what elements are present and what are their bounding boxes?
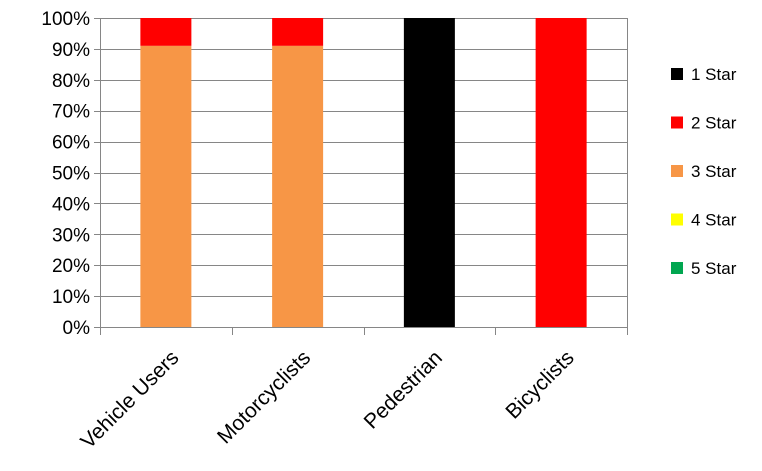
y-tick-labels: 0% 10% 20% 30% 40% 50% 60% 70% 80% 90% 100% [41,9,90,339]
y-tick-label: 30% [52,225,90,246]
legend-label-2-star: 2 Star [691,114,737,133]
y-tick-label: 0% [63,318,91,339]
y-tick-label: 50% [52,164,90,185]
legend: 1 Star 2 Star 3 Star 4 Star 5 Star [671,65,737,278]
y-tick-label: 40% [52,194,90,215]
bar-motorcyclists-3-star [272,45,324,328]
axes [94,18,628,335]
legend-label-3-star: 3 Star [691,162,737,181]
bar-pedestrian-1-star [403,18,455,327]
category-label-motorcyclists: Motorcyclists [213,346,315,448]
y-tick-label: 90% [52,40,90,61]
legend-swatch-2-star [671,116,683,129]
bar-bicyclists-2-star [535,18,587,327]
legend-label-4-star: 4 Star [691,211,737,230]
category-label-bicyclists: Bicyclists [501,346,578,423]
bars [140,18,587,328]
legend-swatch-4-star [671,213,683,226]
y-tick-label: 60% [52,133,90,154]
bar-motorcyclists-2-star [272,18,324,46]
y-tick-label: 80% [52,71,90,92]
legend-label-1-star: 1 Star [691,65,737,84]
y-tick-label: 20% [52,256,90,277]
legend-swatch-3-star [671,165,683,177]
x-category-labels: Vehicle Users Motorcyclists Pedestrian Bicy… [76,346,578,453]
category-label-vehicle-users: Vehicle Users [76,346,183,453]
legend-label-5-star: 5 Star [691,259,737,278]
legend-swatch-1-star [671,68,683,80]
legend-swatch-5-star [671,262,683,274]
y-tick-label: 10% [52,287,90,308]
category-label-pedestrian: Pedestrian [360,346,447,433]
bar-vehicle-users-3-star [140,45,192,328]
y-tick-label: 70% [52,102,90,123]
y-tick-label: 100% [41,9,90,30]
bar-vehicle-users-2-star [140,18,192,46]
